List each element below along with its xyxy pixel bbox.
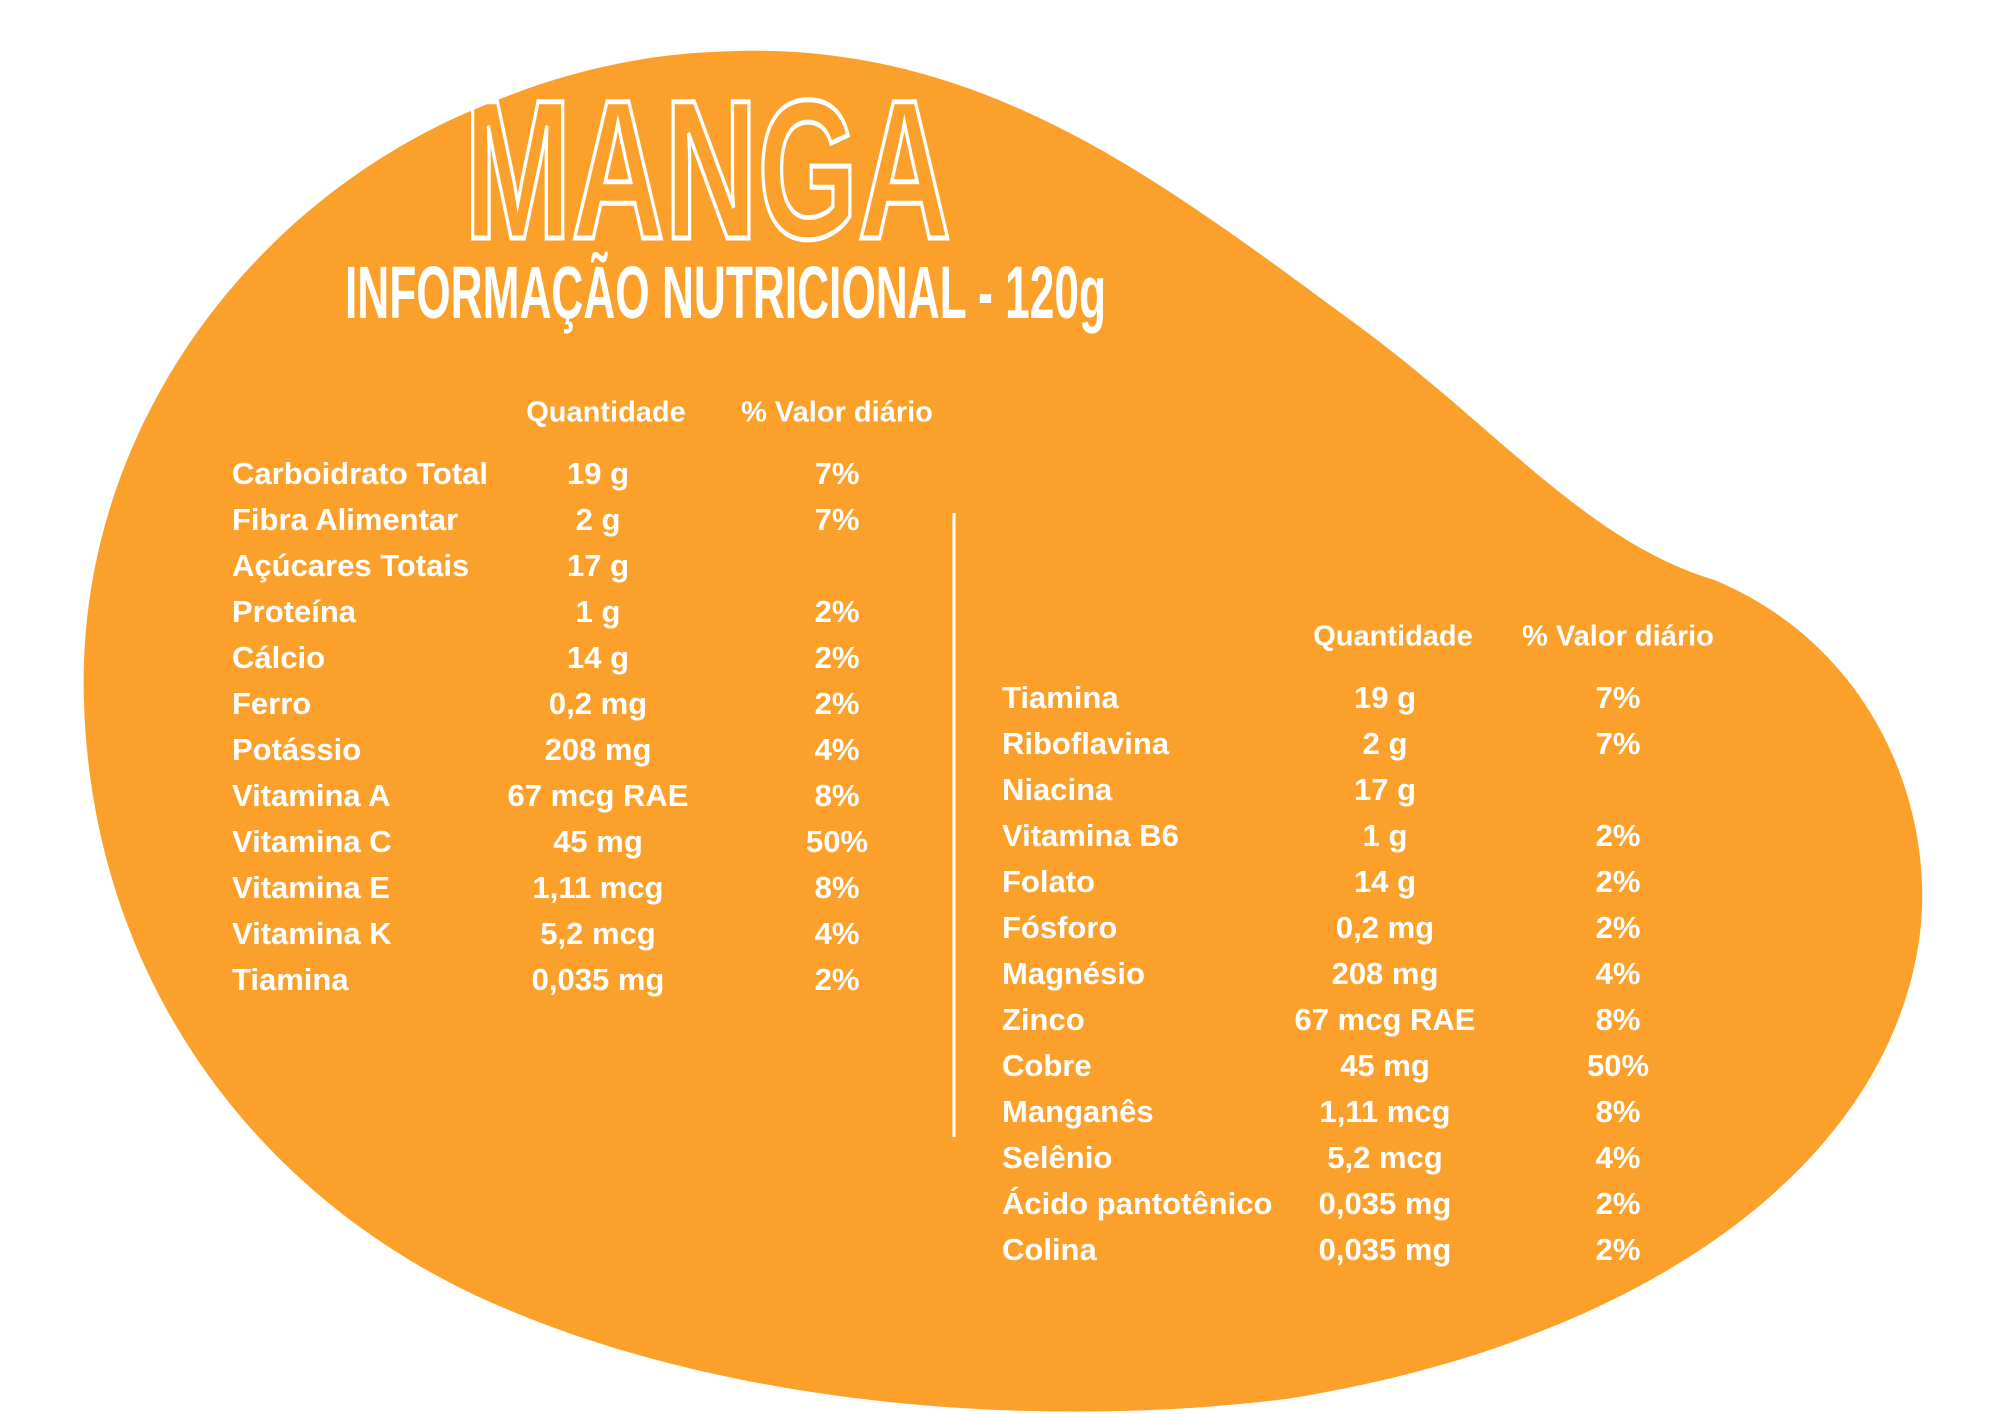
nutrient-amount: 0,035 mg — [532, 962, 665, 997]
daily-value: 2% — [815, 594, 860, 629]
daily-value: 2% — [1596, 1186, 1641, 1221]
daily-value: 2% — [815, 686, 860, 721]
nutrient-amount: 45 mg — [1340, 1048, 1430, 1083]
daily-value: 8% — [1596, 1094, 1641, 1129]
nutrient-name: Cálcio — [232, 640, 325, 675]
daily-value: 7% — [1596, 726, 1641, 761]
nutrient-amount: 0,035 mg — [1319, 1186, 1452, 1221]
nutrient-name: Zinco — [1002, 1002, 1085, 1037]
nutrient-amount: 14 g — [567, 640, 629, 675]
nutrient-amount: 1 g — [1363, 818, 1408, 853]
nutrient-amount: 45 mg — [553, 824, 643, 859]
nutrient-amount: 5,2 mcg — [540, 916, 655, 951]
daily-value: 8% — [815, 778, 860, 813]
nutrient-amount: 1,11 mcg — [1320, 1094, 1451, 1129]
nutrient-amount: 67 mcg RAE — [508, 778, 689, 813]
daily-value: 50% — [806, 824, 868, 859]
column-header: % Valor diário — [1522, 621, 1714, 653]
nutrient-name: Colina — [1002, 1232, 1097, 1267]
nutrient-amount: 2 g — [576, 502, 621, 537]
daily-value: 8% — [815, 870, 860, 905]
daily-value: 2% — [1596, 864, 1641, 899]
nutrient-name: Proteína — [232, 594, 357, 629]
daily-value: 7% — [815, 502, 860, 537]
daily-value: 2% — [815, 640, 860, 675]
nutrient-name: Manganês — [1002, 1094, 1154, 1129]
daily-value: 4% — [815, 732, 860, 767]
subtitle: INFORMAÇÃO NUTRICIONAL - 120g — [345, 251, 1106, 334]
nutrient-amount: 0,035 mg — [1319, 1232, 1452, 1267]
nutrient-name: Selênio — [1002, 1140, 1112, 1175]
nutrient-amount: 17 g — [567, 548, 629, 583]
nutrient-name: Fósforo — [1002, 910, 1117, 945]
nutrient-amount: 67 mcg RAE — [1295, 1002, 1476, 1037]
nutrient-name: Tiamina — [232, 962, 349, 997]
column-header: Quantidade — [526, 397, 686, 429]
nutrient-amount: 1,11 mcg — [533, 870, 664, 905]
nutrient-name: Vitamina B6 — [1002, 818, 1179, 853]
daily-value: 4% — [815, 916, 860, 951]
daily-value: 2% — [1596, 1232, 1641, 1267]
nutrient-amount: 17 g — [1354, 772, 1416, 807]
daily-value: 2% — [1596, 818, 1641, 853]
nutrient-amount: 0,2 mg — [1336, 910, 1434, 945]
column-header: Quantidade — [1313, 621, 1473, 653]
nutrient-name: Vitamina K — [232, 916, 392, 951]
daily-value: 7% — [1596, 680, 1641, 715]
nutrient-amount: 19 g — [567, 456, 629, 491]
daily-value: 4% — [1596, 1140, 1641, 1175]
nutrient-name: Carboidrato Total — [232, 456, 488, 491]
daily-value: 8% — [1596, 1002, 1641, 1037]
nutrient-amount: 2 g — [1363, 726, 1408, 761]
daily-value: 7% — [815, 456, 860, 491]
title: MANGA — [464, 59, 951, 280]
daily-value: 4% — [1596, 956, 1641, 991]
nutrient-name: Açúcares Totais — [232, 548, 469, 583]
nutrient-name: Folato — [1002, 864, 1095, 899]
nutrient-amount: 19 g — [1354, 680, 1416, 715]
nutrient-name: Cobre — [1002, 1048, 1092, 1083]
mango-blob — [83, 50, 1923, 1412]
nutrient-name: Vitamina A — [232, 778, 391, 813]
nutrient-amount: 208 mg — [1332, 956, 1439, 991]
nutrient-name: Riboflavina — [1002, 726, 1170, 761]
nutrient-amount: 14 g — [1354, 864, 1416, 899]
daily-value: 50% — [1587, 1048, 1649, 1083]
nutrient-name: Niacina — [1002, 772, 1113, 807]
daily-value: 2% — [1596, 910, 1641, 945]
nutrient-amount: 0,2 mg — [549, 686, 647, 721]
nutrient-name: Vitamina E — [232, 870, 390, 905]
nutrient-name: Fibra Alimentar — [232, 502, 458, 537]
nutrient-amount: 5,2 mcg — [1327, 1140, 1442, 1175]
nutrient-name: Potássio — [232, 732, 361, 767]
nutrient-name: Magnésio — [1002, 956, 1145, 991]
nutrient-amount: 208 mg — [545, 732, 652, 767]
nutrient-name: Ácido pantotênico — [1002, 1186, 1272, 1221]
nutrient-name: Ferro — [232, 686, 311, 721]
nutrient-name: Vitamina C — [232, 824, 392, 859]
nutrient-amount: 1 g — [576, 594, 621, 629]
column-header: % Valor diário — [741, 397, 933, 429]
daily-value: 2% — [815, 962, 860, 997]
nutrient-name: Tiamina — [1002, 680, 1119, 715]
